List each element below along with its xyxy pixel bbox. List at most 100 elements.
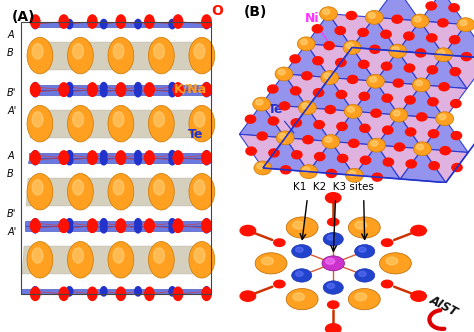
Circle shape	[346, 168, 363, 182]
Circle shape	[116, 219, 126, 232]
Circle shape	[326, 169, 337, 178]
Polygon shape	[284, 74, 330, 108]
Circle shape	[286, 289, 318, 310]
Circle shape	[173, 15, 182, 28]
Polygon shape	[21, 289, 211, 294]
Text: (A): (A)	[12, 10, 35, 24]
Circle shape	[189, 38, 215, 74]
Polygon shape	[309, 141, 355, 175]
Polygon shape	[34, 42, 211, 70]
Circle shape	[100, 82, 107, 92]
Circle shape	[286, 217, 318, 238]
Circle shape	[392, 46, 399, 52]
Circle shape	[145, 15, 154, 28]
Circle shape	[326, 258, 335, 264]
Circle shape	[346, 12, 356, 20]
Circle shape	[154, 248, 164, 263]
Circle shape	[173, 219, 182, 232]
Circle shape	[322, 256, 345, 271]
Circle shape	[321, 71, 338, 85]
Polygon shape	[285, 108, 331, 141]
Circle shape	[325, 106, 336, 114]
Circle shape	[116, 15, 126, 28]
Circle shape	[413, 142, 431, 156]
Circle shape	[382, 280, 392, 288]
Circle shape	[32, 224, 38, 233]
Circle shape	[290, 55, 300, 63]
Circle shape	[383, 126, 393, 134]
Circle shape	[30, 151, 40, 164]
Circle shape	[348, 217, 380, 238]
Circle shape	[32, 218, 38, 228]
Polygon shape	[25, 226, 211, 231]
Circle shape	[461, 52, 472, 61]
Circle shape	[173, 151, 182, 164]
Text: A: A	[7, 151, 14, 161]
Circle shape	[457, 18, 474, 32]
Circle shape	[116, 219, 126, 232]
Circle shape	[173, 287, 182, 300]
Circle shape	[135, 218, 141, 228]
Polygon shape	[331, 111, 377, 145]
Circle shape	[404, 32, 414, 40]
Polygon shape	[330, 78, 375, 111]
Circle shape	[59, 151, 68, 164]
Polygon shape	[375, 51, 421, 85]
Circle shape	[359, 271, 366, 276]
Circle shape	[100, 224, 107, 233]
Circle shape	[389, 44, 407, 58]
Circle shape	[429, 162, 439, 170]
Polygon shape	[398, 21, 444, 55]
Circle shape	[268, 117, 279, 125]
Circle shape	[27, 242, 53, 278]
Circle shape	[414, 16, 421, 22]
Circle shape	[336, 58, 346, 66]
Circle shape	[393, 79, 403, 87]
Circle shape	[360, 156, 371, 164]
Circle shape	[370, 45, 380, 53]
Text: B: B	[7, 169, 14, 179]
Circle shape	[59, 219, 68, 232]
Polygon shape	[421, 55, 467, 89]
Polygon shape	[22, 246, 211, 274]
Circle shape	[347, 107, 355, 112]
Polygon shape	[328, 14, 374, 47]
Polygon shape	[420, 21, 466, 55]
Circle shape	[116, 287, 126, 300]
Circle shape	[73, 248, 83, 263]
Circle shape	[450, 68, 460, 76]
Circle shape	[386, 257, 398, 265]
Circle shape	[325, 137, 332, 142]
Circle shape	[337, 123, 347, 130]
Circle shape	[240, 225, 255, 236]
Circle shape	[202, 83, 211, 96]
Circle shape	[59, 83, 68, 96]
Polygon shape	[377, 145, 422, 179]
Circle shape	[355, 245, 375, 258]
Circle shape	[66, 88, 73, 97]
Circle shape	[315, 153, 325, 161]
Circle shape	[293, 293, 304, 301]
Polygon shape	[306, 14, 352, 47]
Circle shape	[371, 109, 381, 117]
Polygon shape	[239, 134, 285, 168]
Circle shape	[438, 50, 445, 56]
Polygon shape	[444, 55, 474, 89]
Circle shape	[276, 131, 294, 145]
Circle shape	[32, 287, 38, 296]
Circle shape	[254, 161, 272, 175]
Circle shape	[323, 9, 330, 15]
Circle shape	[108, 174, 134, 210]
Circle shape	[32, 180, 43, 195]
Text: Ni: Ni	[305, 12, 332, 47]
Circle shape	[169, 19, 175, 29]
Circle shape	[203, 88, 210, 97]
Circle shape	[73, 43, 83, 59]
Circle shape	[246, 115, 255, 123]
Circle shape	[262, 257, 273, 265]
Circle shape	[326, 324, 341, 332]
Circle shape	[100, 155, 107, 165]
Circle shape	[154, 43, 164, 59]
Text: A': A'	[7, 227, 16, 237]
Circle shape	[32, 82, 38, 92]
